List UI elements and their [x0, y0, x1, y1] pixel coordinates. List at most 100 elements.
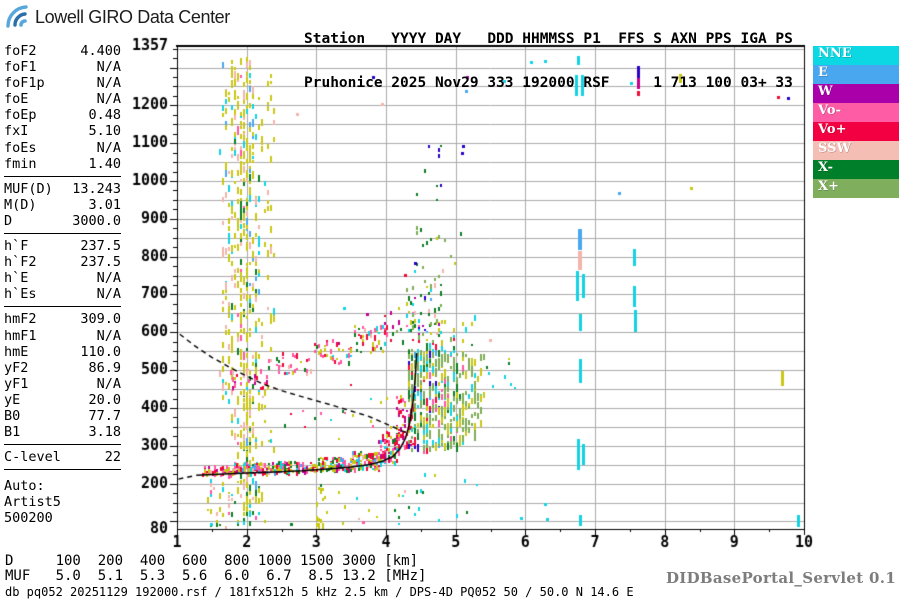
param-value: N/A: [96, 75, 121, 92]
param-label: fmin: [4, 155, 37, 172]
param-label: yF2: [4, 359, 29, 376]
param-row-hF: h`F 237.5: [4, 238, 121, 254]
param-label: foF2: [4, 43, 37, 59]
param-value: N/A: [96, 327, 121, 344]
muf-scale-row: MUF 5.0 5.1 5.3 5.6 6.0 6.7 8.5 13.2 [MH…: [5, 568, 427, 584]
param-divider: [4, 306, 121, 308]
legend-item-Vo-: Vo-: [813, 103, 899, 122]
param-value: 22: [104, 449, 121, 466]
param-value: 13.243: [72, 180, 121, 197]
param-label: foEp: [4, 107, 37, 124]
legend-item-label: Vo+: [818, 122, 847, 137]
d-scale-row: D 100 200 400 600 800 1000 1500 3000 [km…: [5, 553, 419, 569]
legend: NNE E W Vo- Vo+ SSW X- X+: [813, 46, 899, 198]
param-row-fmin: fmin 1.40: [4, 156, 121, 172]
param-row-fxI: fxI 5.10: [4, 123, 121, 139]
param-row-yE: yE 20.0: [4, 392, 121, 408]
param-value: 0.48: [88, 107, 121, 124]
param-row-foF1p: foF1p N/A: [4, 75, 121, 91]
param-label: D: [4, 212, 13, 229]
param-row-hE: h`E N/A: [4, 270, 121, 286]
param-value: 3000.0: [72, 212, 121, 229]
param-row-foEp: foEp 0.48: [4, 107, 121, 123]
param-row-B0: B0 77.7: [4, 408, 121, 424]
param-value: 20.0: [88, 391, 121, 408]
param-row-yF1: yF1 N/A: [4, 376, 121, 392]
auto-code: 500200: [4, 510, 53, 527]
header-line-2: Pruhonice 2025 Nov29 333 192000 RSF 1 71…: [304, 74, 793, 91]
record-info-row: db pq052 20251129 192000.rsf / 181fx512h…: [5, 585, 634, 599]
param-label: h`F2: [4, 254, 37, 271]
param-value: 237.5: [80, 238, 121, 255]
servlet-version-label: DIDBasePortal_Servlet 0.1: [665, 569, 896, 587]
param-divider: [4, 175, 121, 177]
params-panel: foF2 4.400 foF1 N/A foF1p N/A foE N/A foEp 0.48 fx…: [4, 43, 121, 527]
param-row-foF2: foF2 4.400: [4, 43, 121, 59]
param-label: foF1p: [4, 75, 45, 92]
param-row-hF2: h`F2 237.5: [4, 254, 121, 270]
legend-item-label: X-: [818, 160, 834, 175]
param-row-D: D 3000.0: [4, 213, 121, 229]
legend-item-label: NNE: [818, 46, 852, 61]
param-value: 86.9: [88, 359, 121, 376]
param-label: yF1: [4, 375, 29, 392]
param-row-foF1: foF1 N/A: [4, 59, 121, 75]
param-value: N/A: [96, 59, 121, 76]
param-label: h`E: [4, 270, 29, 287]
legend-item-label: W: [818, 84, 833, 99]
param-group: C-level 22: [4, 449, 121, 465]
param-divider: [4, 444, 121, 446]
brand-title: Lowell GIRO Data Center: [35, 6, 230, 27]
param-row-Clevel: C-level 22: [4, 449, 121, 465]
param-row-B1: B1 3.18: [4, 424, 121, 440]
legend-item-W: W: [813, 84, 899, 103]
legend-item-Vo+: Vo+: [813, 122, 899, 141]
param-group: h`F 237.5 h`F2 237.5 h`E N/A h`Es N/A: [4, 238, 121, 302]
legend-item-X+: X+: [813, 179, 899, 198]
param-label: B0: [4, 407, 21, 424]
param-value: 237.5: [80, 254, 121, 271]
param-row-hmF1: hmF1 N/A: [4, 328, 121, 344]
param-label: yE: [4, 391, 21, 408]
param-row-yF2: yF2 86.9: [4, 360, 121, 376]
param-value: 3.01: [88, 196, 121, 213]
param-label: foE: [4, 91, 29, 108]
param-label: foF1: [4, 59, 37, 76]
auto-block: Auto: Artist5 500200: [4, 478, 121, 526]
params-groups: foF2 4.400 foF1 N/A foF1p N/A foE N/A foEp 0.48 fx…: [4, 43, 121, 471]
param-value: N/A: [96, 91, 121, 108]
header-block: Station YYYY DAY DDD HHMMSS P1 FFS S AXN…: [304, 3, 793, 119]
param-value: 77.7: [88, 407, 121, 424]
brand: Lowell GIRO Data Center: [6, 4, 230, 30]
header-line-1: Station YYYY DAY DDD HHMMSS P1 FFS S AXN…: [304, 31, 793, 47]
param-value: 110.0: [80, 343, 121, 360]
param-value: N/A: [96, 286, 121, 303]
param-group: MUF(D) 13.243 M(D) 3.01 D 3000.0: [4, 181, 121, 229]
param-value: 3.18: [88, 424, 121, 441]
auto-label: Auto:: [4, 478, 45, 495]
param-label: foEs: [4, 139, 37, 156]
param-label: hmF2: [4, 311, 37, 328]
legend-item-label: Vo-: [818, 103, 841, 118]
param-row-MD: M(D) 3.01: [4, 197, 121, 213]
param-label: hmE: [4, 343, 29, 360]
param-value: N/A: [96, 375, 121, 392]
param-divider: [4, 469, 121, 471]
legend-item-E: E: [813, 65, 899, 84]
param-row-hEs: h`Es N/A: [4, 286, 121, 302]
legend-item-SSW: SSW: [813, 141, 899, 160]
param-value: 5.10: [88, 123, 121, 140]
param-label: hmF1: [4, 327, 37, 344]
param-value: N/A: [96, 270, 121, 287]
param-value: N/A: [96, 139, 121, 156]
param-value: 4.400: [80, 43, 121, 59]
auto-artist: Artist5: [4, 494, 61, 511]
legend-item-NNE: NNE: [813, 46, 899, 65]
param-value: 309.0: [80, 311, 121, 328]
param-row-hmE: hmE 110.0: [4, 344, 121, 360]
param-label: MUF(D): [4, 180, 53, 197]
param-label: h`F: [4, 238, 29, 255]
param-label: fxI: [4, 123, 29, 140]
legend-item-X-: X-: [813, 160, 899, 179]
